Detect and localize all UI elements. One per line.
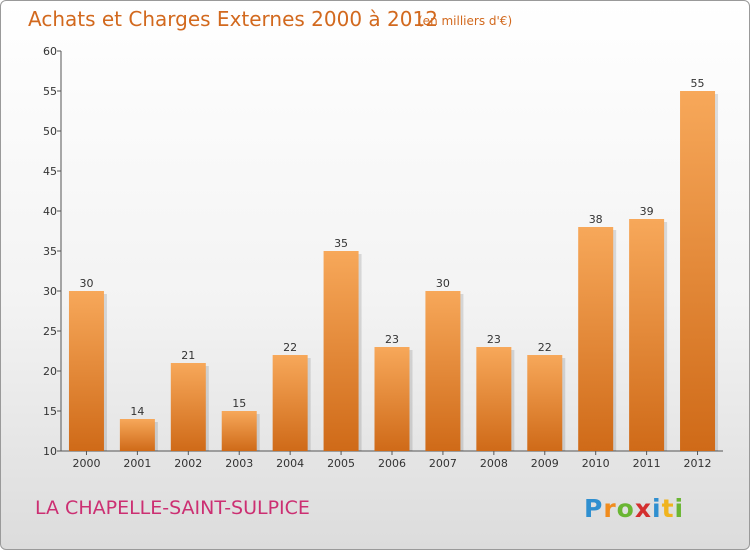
bar	[170, 363, 206, 451]
y-tick-label: 30	[43, 285, 57, 298]
bar	[221, 411, 257, 451]
data-label: 15	[232, 397, 246, 410]
data-label: 21	[181, 349, 195, 362]
x-tick-label: 2011	[633, 457, 661, 470]
bar	[425, 291, 461, 451]
x-tick-label: 2004	[276, 457, 304, 470]
x-tick-label: 2006	[378, 457, 406, 470]
chart-subtitle: (en milliers d'€)	[418, 14, 513, 28]
bar	[68, 291, 104, 451]
x-tick-label: 2002	[174, 457, 202, 470]
x-tick-label: 2003	[225, 457, 253, 470]
y-tick-label: 40	[43, 205, 57, 218]
x-tick-label: 2010	[582, 457, 610, 470]
data-label: 30	[436, 277, 450, 290]
data-label: 23	[385, 333, 399, 346]
y-tick-label: 50	[43, 125, 57, 138]
data-label: 38	[589, 213, 603, 226]
x-tick-label: 2008	[480, 457, 508, 470]
data-label: 23	[487, 333, 501, 346]
y-tick-label: 20	[43, 365, 57, 378]
data-label: 14	[130, 405, 144, 418]
y-tick-label: 45	[43, 165, 57, 178]
bar	[527, 355, 563, 451]
bar	[374, 347, 410, 451]
y-tick-label: 15	[43, 405, 57, 418]
x-tick-label: 2007	[429, 457, 457, 470]
y-tick-label: 55	[43, 85, 57, 98]
data-label: 30	[79, 277, 93, 290]
x-tick-label: 2005	[327, 457, 355, 470]
y-tick-label: 60	[43, 45, 57, 58]
svg-text:Proxiti: Proxiti	[584, 494, 684, 523]
x-tick-label: 2000	[72, 457, 100, 470]
labels-group: 30 14 21 15 22 35 23 30 23 22 38 39 55	[79, 77, 704, 418]
y-tick-label: 10	[43, 445, 57, 458]
data-label: 39	[640, 205, 654, 218]
x-tick-label: 2009	[531, 457, 559, 470]
y-tick-label: 25	[43, 325, 57, 338]
bar	[629, 219, 665, 451]
data-label: 55	[691, 77, 705, 90]
chart-title: Achats et Charges Externes 2000 à 2012	[28, 7, 438, 31]
data-label: 22	[538, 341, 552, 354]
x-tick-label: 2012	[684, 457, 712, 470]
bar	[578, 227, 614, 451]
bar	[119, 419, 155, 451]
commune-name: LA CHAPELLE-SAINT-SULPICE	[35, 497, 310, 519]
bar	[680, 91, 716, 451]
bar	[272, 355, 308, 451]
x-tick-label: 2001	[123, 457, 151, 470]
bar	[323, 251, 359, 451]
proxiti-logo: Proxiti	[584, 494, 684, 523]
axes: 10 15 20 25 30 35 40 45 50 55 60 2000 2001 2002 2003 20…	[43, 45, 723, 470]
y-tick-label: 35	[43, 245, 57, 258]
data-label: 35	[334, 237, 348, 250]
bars-group	[68, 91, 719, 451]
bar	[476, 347, 512, 451]
data-label: 22	[283, 341, 297, 354]
